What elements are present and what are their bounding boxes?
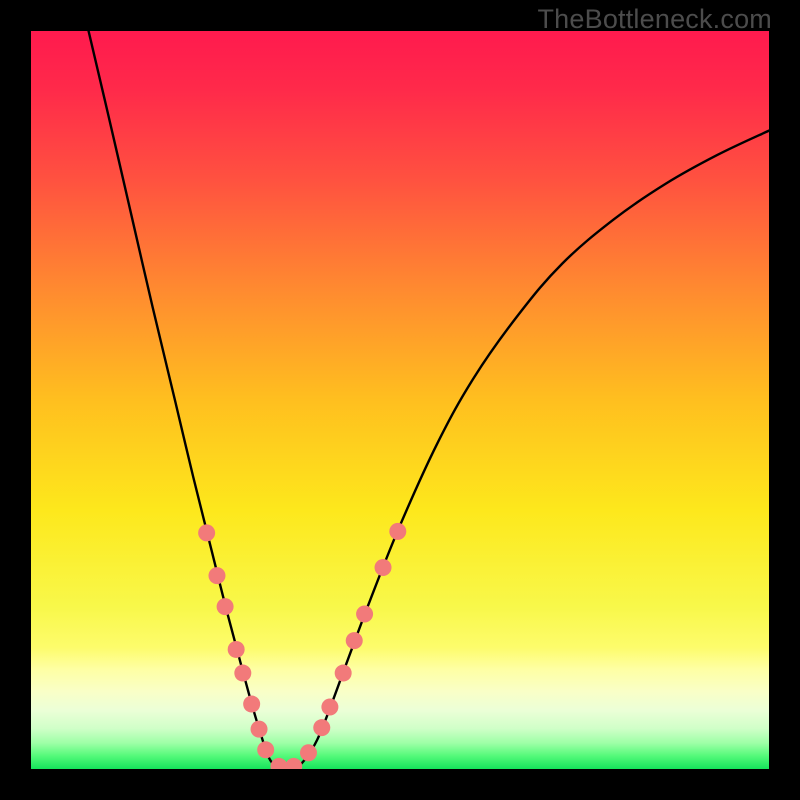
right-branch-marker	[313, 719, 330, 736]
left-branch-marker	[234, 665, 251, 682]
left-branch-marker	[208, 567, 225, 584]
right-branch-marker	[389, 523, 406, 540]
right-branch-marker	[335, 665, 352, 682]
left-branch-marker	[198, 524, 215, 541]
watermark-text: TheBottleneck.com	[537, 4, 772, 35]
plot-svg	[31, 31, 769, 769]
right-branch-marker	[375, 559, 392, 576]
right-branch-marker	[346, 632, 363, 649]
right-branch-marker	[321, 699, 338, 716]
right-branch-marker	[300, 744, 317, 761]
left-branch-marker	[243, 696, 260, 713]
right-branch-marker	[356, 606, 373, 623]
plot-area	[31, 31, 769, 769]
left-branch-marker	[257, 741, 274, 758]
gradient-background	[31, 31, 769, 769]
left-branch-marker	[251, 721, 268, 738]
chart-frame	[0, 0, 800, 800]
left-branch-marker	[217, 598, 234, 615]
left-branch-marker	[228, 641, 245, 658]
